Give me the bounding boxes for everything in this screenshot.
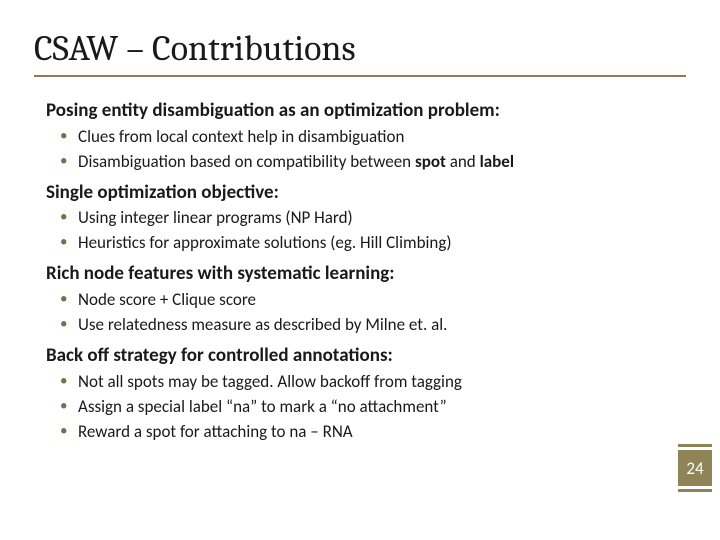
page-number: 24	[678, 450, 712, 486]
section-heading: Single optimization objective:	[46, 181, 686, 205]
badge-notch-bottom	[678, 489, 712, 492]
list-item: Heuristics for approximate solutions (eg…	[78, 231, 686, 256]
bullet-list: Node score + Clique score Use relatednes…	[46, 288, 686, 338]
title-underline	[34, 75, 686, 77]
list-item: Using integer linear programs (NP Hard)	[78, 206, 686, 231]
bullet-list: Clues from local context help in disambi…	[46, 125, 686, 175]
section-heading: Back off strategy for controlled annotat…	[46, 344, 686, 368]
section-heading: Rich node features with systematic learn…	[46, 262, 686, 286]
bullet-list: Not all spots may be tagged. Allow backo…	[46, 370, 686, 445]
list-item: Node score + Clique score	[78, 288, 686, 313]
page-number-badge: 24	[676, 444, 714, 492]
bullet-list: Using integer linear programs (NP Hard) …	[46, 206, 686, 256]
section-heading: Posing entity disambiguation as an optim…	[46, 99, 686, 123]
list-item: Assign a special label “na” to mark a “n…	[78, 395, 686, 420]
list-item: Reward a spot for attaching to na – RNA	[78, 420, 686, 445]
slide-content: Posing entity disambiguation as an optim…	[34, 99, 686, 444]
list-item: Use relatedness measure as described by …	[78, 313, 686, 338]
list-item: Disambiguation based on compatibility be…	[78, 150, 686, 175]
slide: CSAW – Contributions Posing entity disam…	[0, 0, 720, 540]
badge-notch-top	[678, 444, 712, 447]
slide-title: CSAW – Contributions	[34, 28, 686, 69]
list-item: Clues from local context help in disambi…	[78, 125, 686, 150]
list-item: Not all spots may be tagged. Allow backo…	[78, 370, 686, 395]
